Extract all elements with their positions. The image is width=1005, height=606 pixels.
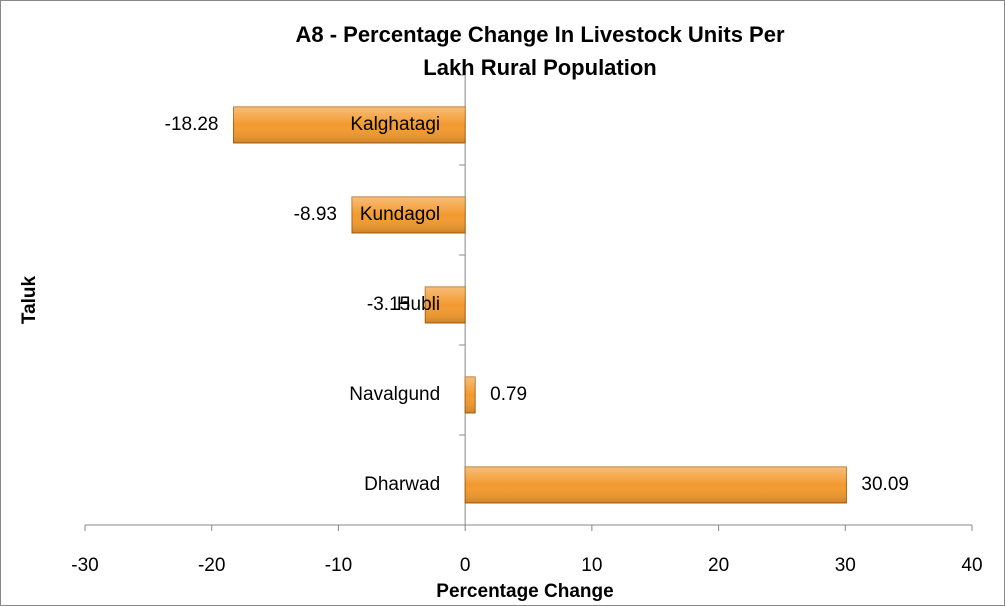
value-label: -3.15 (367, 294, 410, 315)
x-tick-label: 20 (708, 555, 729, 576)
y-axis-label: Taluk (19, 275, 40, 324)
x-tick-label: -30 (71, 555, 98, 576)
bar-shade (425, 287, 466, 323)
bar-shade (465, 377, 476, 413)
chart-title: A8 - Percentage Change In Livestock Unit… (295, 22, 785, 80)
x-axis-label: Percentage Change (436, 581, 613, 602)
bar-shade (233, 107, 466, 143)
y-tick-label: Dharwad (364, 474, 440, 495)
x-tick-label: 40 (961, 555, 982, 576)
x-tick-label: -10 (325, 555, 352, 576)
value-label: 30.09 (861, 474, 909, 495)
x-tick-label: 0 (460, 555, 471, 576)
x-tick-label: 10 (581, 555, 602, 576)
value-label: -18.28 (165, 114, 219, 135)
x-tick-label: 30 (835, 555, 856, 576)
x-tick-label: -20 (198, 555, 225, 576)
value-label: 0.79 (490, 384, 527, 405)
bar-shade (465, 467, 847, 503)
y-tick-label: Hubli (397, 294, 440, 315)
value-label: -8.93 (294, 204, 337, 225)
y-tick-label: Navalgund (349, 384, 440, 405)
y-tick-label: Kundagol (360, 204, 440, 225)
y-tick-label: Kalghatagi (350, 114, 440, 135)
bar-shade (351, 197, 466, 233)
